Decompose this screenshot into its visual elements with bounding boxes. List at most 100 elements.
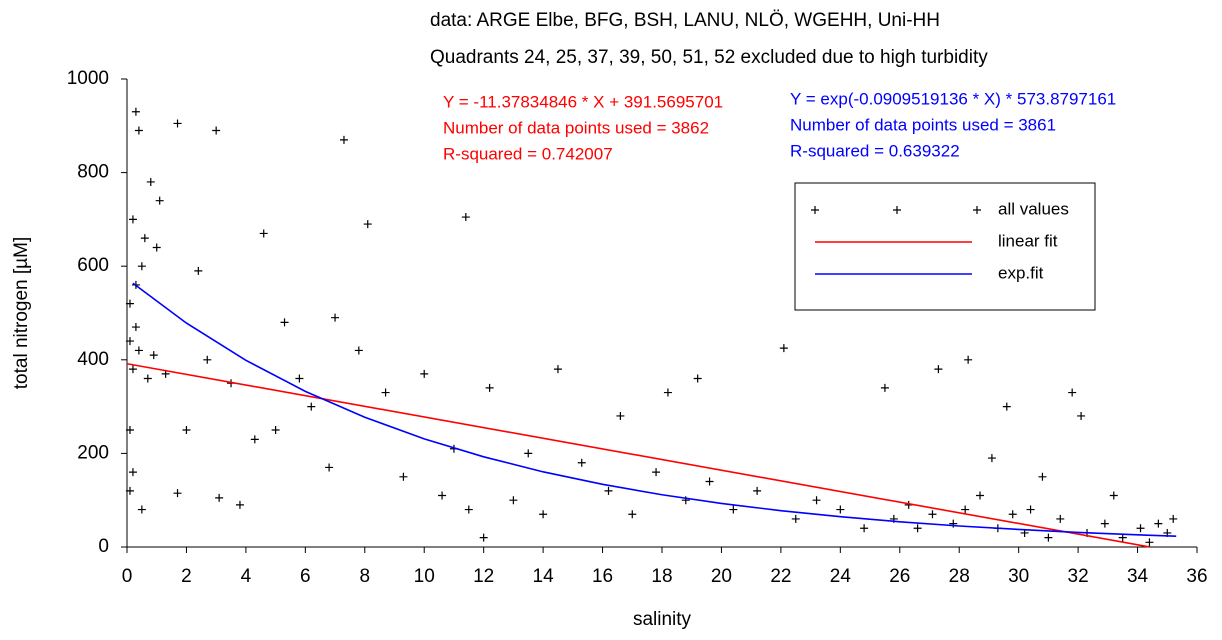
data-point xyxy=(693,374,702,383)
data-point xyxy=(1109,491,1118,500)
data-point xyxy=(280,318,289,327)
data-point xyxy=(1077,411,1086,420)
y-tick-label: 400 xyxy=(77,349,109,370)
data-point xyxy=(140,234,149,243)
legend-marker xyxy=(893,206,901,214)
data-point xyxy=(1068,388,1077,397)
data-point xyxy=(152,243,161,252)
x-tick-label: 4 xyxy=(241,566,252,587)
x-tick-label: 28 xyxy=(949,566,970,587)
data-point xyxy=(307,402,316,411)
legend-label: all values xyxy=(998,199,1069,218)
y-tick-label: 600 xyxy=(77,255,109,276)
annotation-line: R-squared = 0.742007 xyxy=(443,144,613,163)
data-point xyxy=(134,126,143,135)
data-point xyxy=(961,505,970,514)
x-tick-label: 14 xyxy=(533,566,555,587)
data-point xyxy=(354,346,363,355)
y-axis-label: total nitrogen [µM] xyxy=(11,237,32,389)
data-point xyxy=(399,472,408,481)
data-point xyxy=(1056,514,1065,523)
data-point xyxy=(812,496,821,505)
data-point xyxy=(215,493,224,502)
x-tick-label: 12 xyxy=(473,566,494,587)
data-point xyxy=(1145,538,1154,547)
data-point xyxy=(125,337,134,346)
data-point xyxy=(464,505,473,514)
data-point xyxy=(628,510,637,519)
x-tick-label: 36 xyxy=(1186,566,1207,587)
annotation-line: Y = -11.37834846 * X + 391.5695701 xyxy=(443,92,723,111)
data-point xyxy=(128,215,137,224)
data-point xyxy=(934,365,943,374)
data-point xyxy=(1044,533,1053,542)
data-point xyxy=(729,505,738,514)
data-point xyxy=(1100,519,1109,528)
data-point xyxy=(880,383,889,392)
y-tick-label: 1000 xyxy=(67,68,109,89)
x-tick-label: 6 xyxy=(300,566,311,587)
data-point xyxy=(137,262,146,271)
data-point xyxy=(173,489,182,498)
x-axis-label: salinity xyxy=(633,609,692,630)
data-point xyxy=(604,486,613,495)
fit-line xyxy=(126,362,1150,548)
x-tick-label: 18 xyxy=(651,566,672,587)
data-point xyxy=(149,351,158,360)
data-point xyxy=(652,468,661,477)
annotation: Y = -11.37834846 * X + 391.5695701 Number… xyxy=(443,92,723,163)
y-tick-label: 200 xyxy=(77,442,109,463)
data-point xyxy=(1002,402,1011,411)
data-point xyxy=(339,135,348,144)
annotation-line: Number of data points used = 3861 xyxy=(790,115,1056,134)
chart-title: data: ARGE Elbe, BFG, BSH, LANU, NLÖ, WG… xyxy=(430,10,940,31)
data-point xyxy=(194,266,203,275)
data-point xyxy=(913,524,922,533)
data-point xyxy=(146,177,155,186)
x-tick-label: 0 xyxy=(122,566,133,587)
data-point xyxy=(1136,524,1145,533)
legend-label: exp.fit xyxy=(998,263,1044,282)
data-point xyxy=(381,388,390,397)
data-point xyxy=(235,500,244,509)
data-point xyxy=(203,355,212,364)
annotation-line: Number of data points used = 3862 xyxy=(443,118,709,137)
data-point xyxy=(271,426,280,434)
data-point xyxy=(663,388,672,397)
data-point xyxy=(143,374,152,383)
x-tick-label: 8 xyxy=(359,566,370,587)
data-point xyxy=(836,505,845,514)
data-point xyxy=(987,454,996,463)
data-point xyxy=(539,510,548,519)
x-tick-label: 26 xyxy=(889,566,910,587)
x-tick-label: 16 xyxy=(592,566,613,587)
legend-marker xyxy=(973,206,981,214)
data-point xyxy=(964,355,973,364)
data-point xyxy=(125,426,134,434)
data-point xyxy=(1008,510,1017,519)
data-point xyxy=(1038,472,1047,481)
chart-subtitle: Quadrants 24, 25, 37, 39, 50, 51, 52 exc… xyxy=(430,47,988,68)
x-tick-label: 20 xyxy=(711,566,732,587)
data-point xyxy=(131,323,140,332)
data-point xyxy=(1169,514,1178,523)
annotation-line: R-squared = 0.639322 xyxy=(790,141,960,160)
data-point xyxy=(524,449,533,458)
data-point xyxy=(779,344,788,353)
x-tick-label: 10 xyxy=(414,566,435,587)
data-point xyxy=(420,369,429,378)
legend-box xyxy=(794,182,1096,311)
annotation-line: Y = exp(-0.0909519136 * X) * 573.8797161 xyxy=(790,89,1116,108)
x-tick-label: 2 xyxy=(181,566,192,587)
x-tick-label: 34 xyxy=(1127,566,1149,587)
data-point xyxy=(137,505,146,514)
data-point xyxy=(155,196,164,205)
data-point xyxy=(182,426,191,434)
data-point xyxy=(128,468,137,477)
annotation: Y = exp(-0.0909519136 * X) * 573.8797161… xyxy=(790,89,1116,160)
data-point xyxy=(212,126,221,135)
data-point xyxy=(976,491,985,500)
x-tick-label: 24 xyxy=(830,566,852,587)
data-point xyxy=(331,313,340,322)
